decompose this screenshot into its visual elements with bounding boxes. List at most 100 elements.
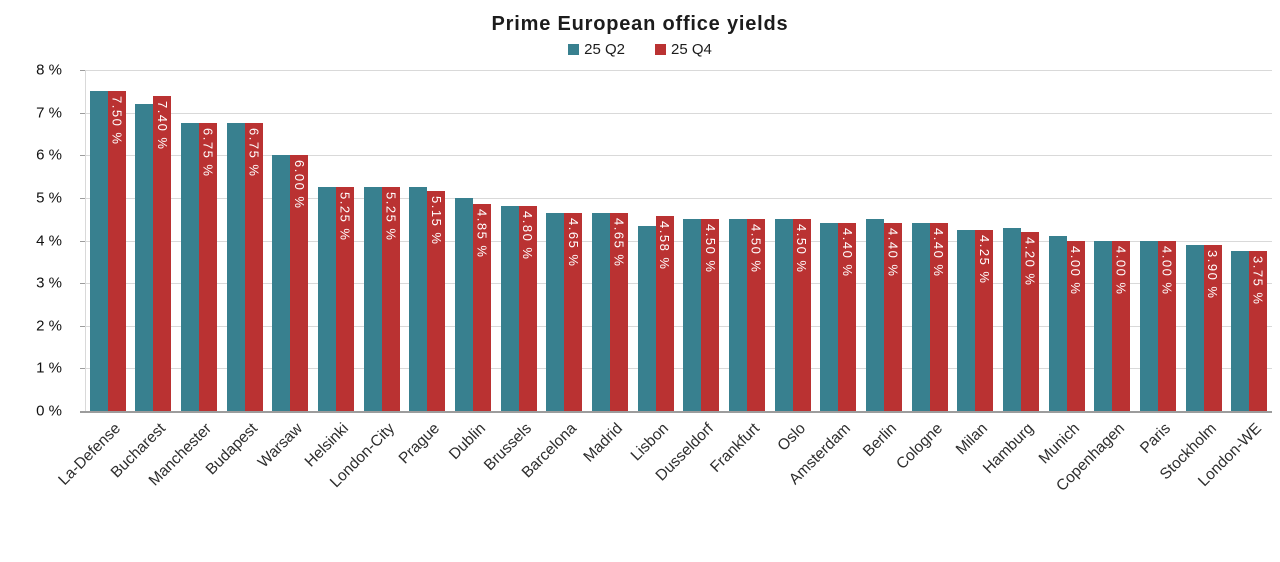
bar-value-label: 4.80 % [520, 211, 536, 261]
y-tick-label: 8 % [36, 61, 62, 79]
bar-25-q4-la-defense: 7.50 % [107, 91, 126, 411]
bar-25-q4-dublin: 4.85 % [473, 204, 492, 411]
legend-item-25-q2: 25 Q2 [568, 41, 625, 58]
x-axis-line [80, 411, 1272, 413]
bar-25-q2-dusseldorf [683, 219, 702, 411]
bar-value-label: 3.75 % [1250, 256, 1266, 306]
y-tick-icon [80, 70, 85, 71]
gridline-3pct [85, 283, 1272, 285]
bar-value-label: 4.65 % [611, 217, 627, 268]
bar-value-label: 7.40 % [154, 100, 170, 151]
bar-value-label: 4.50 % [748, 224, 764, 274]
y-tick-label: 3 % [36, 274, 62, 292]
bar-value-label: 4.00 % [1068, 245, 1084, 295]
bar-value-label: 6.75 % [200, 128, 216, 178]
bar-25-q4-amsterdam: 4.40 % [838, 223, 857, 411]
bar-25-q4-frankfurt: 4.50 % [746, 219, 765, 411]
y-tick-label: 2 % [36, 317, 62, 335]
bar-25-q2-milan [957, 229, 976, 411]
bar-25-q4-stockholm: 3.90 % [1203, 244, 1222, 411]
x-axis-label-london-we: London-WE [1195, 420, 1266, 490]
bar-value-label: 6.75 % [246, 128, 262, 178]
bar-25-q4-barcelona: 4.65 % [564, 212, 583, 411]
gridline-7pct [85, 112, 1272, 114]
bar-25-q2-madrid [592, 212, 611, 411]
bar-value-label: 4.40 % [931, 228, 947, 278]
bar-25-q2-london-city [363, 187, 382, 411]
bar-25-q2-la-defense [89, 91, 108, 411]
bar-25-q4-madrid: 4.65 % [610, 212, 629, 411]
bar-value-label: 4.65 % [565, 217, 581, 268]
gridline-6pct [85, 155, 1272, 157]
bar-25-q2-london-we [1231, 251, 1250, 411]
bar-25-q4-prague: 5.15 % [427, 191, 446, 411]
legend-label: 25 Q2 [584, 41, 625, 58]
legend-label: 25 Q4 [671, 41, 712, 58]
y-tick-label: 5 % [36, 189, 62, 207]
legend-swatch-icon [655, 44, 666, 55]
bar-25-q4-berlin: 4.40 % [883, 223, 902, 411]
gridline-5pct [85, 197, 1272, 199]
bar-value-label: 4.58 % [657, 220, 673, 271]
bar-25-q2-berlin [865, 219, 884, 411]
y-tick-icon [80, 368, 85, 370]
bar-value-label: 4.40 % [839, 228, 855, 278]
bar-25-q4-warsaw: 6.00 % [290, 155, 309, 411]
bar-value-label: 4.00 % [1113, 245, 1129, 295]
bar-25-q4-london-we: 3.75 % [1249, 251, 1268, 411]
bar-25-q4-paris: 4.00 % [1157, 240, 1176, 411]
bar-25-q4-london-city: 5.25 % [381, 187, 400, 411]
bar-25-q2-lisbon [637, 225, 656, 411]
y-tick-icon [80, 112, 85, 114]
bar-25-q4-lisbon: 4.58 % [655, 215, 674, 411]
bar-25-q2-hamburg [1002, 227, 1021, 411]
y-tick-icon [80, 325, 85, 327]
bar-value-label: 4.20 % [1022, 236, 1038, 287]
bar-25-q2-barcelona [546, 212, 565, 411]
bar-25-q2-warsaw [272, 155, 291, 411]
bar-25-q4-milan: 4.25 % [975, 229, 994, 411]
bar-25-q2-bucharest [135, 104, 154, 411]
bar-25-q4-munich: 4.00 % [1066, 240, 1085, 411]
y-tick-label: 4 % [36, 232, 62, 249]
chart-title: Prime European office yields [491, 13, 789, 35]
y-axis-line [85, 70, 86, 411]
bar-25-q2-brussels [500, 206, 519, 411]
bar-25-q2-munich [1048, 236, 1067, 411]
bar-25-q4-copenhagen: 4.00 % [1112, 240, 1131, 411]
bar-25-q4-helsinki: 5.25 % [336, 187, 355, 411]
bar-25-q4-dusseldorf: 4.50 % [701, 219, 720, 411]
bar-25-q4-budapest: 6.75 % [244, 123, 263, 411]
legend-swatch-icon [568, 44, 580, 55]
gridline-2pct [85, 325, 1272, 327]
y-tick-label: 7 % [36, 104, 62, 122]
y-tick-label: 0 % [36, 402, 62, 420]
bar-value-label: 6.00 % [291, 160, 307, 210]
bar-25-q2-cologne [911, 223, 930, 411]
bar-value-label: 4.25 % [976, 234, 992, 285]
bar-25-q4-hamburg: 4.20 % [1020, 231, 1039, 411]
bar-25-q2-amsterdam [820, 223, 839, 411]
legend: 25 Q2 25 Q4 [0, 41, 1280, 58]
bar-value-label: 3.90 % [1205, 249, 1221, 300]
bar-25-q4-brussels: 4.80 % [518, 206, 537, 411]
bar-value-label: 5.25 % [383, 192, 399, 242]
bar-value-label: 4.00 % [1159, 245, 1175, 295]
y-tick-icon [80, 197, 85, 199]
y-tick-label: 1 % [36, 359, 62, 377]
bar-25-q4-oslo: 4.50 % [792, 219, 811, 411]
bar-value-label: 4.40 % [885, 228, 901, 278]
bar-25-q2-stockholm [1185, 244, 1204, 411]
bar-25-q2-frankfurt [728, 219, 747, 411]
gridline-1pct [85, 368, 1272, 370]
bar-25-q2-copenhagen [1094, 240, 1113, 411]
bar-25-q2-helsinki [318, 187, 337, 411]
bar-value-label: 4.50 % [794, 224, 810, 274]
gridline-8pct [85, 70, 1272, 71]
bar-25-q2-budapest [226, 123, 245, 411]
bar-value-label: 5.25 % [337, 192, 353, 242]
bar-25-q2-manchester [181, 123, 200, 411]
y-tick-icon [80, 155, 85, 157]
